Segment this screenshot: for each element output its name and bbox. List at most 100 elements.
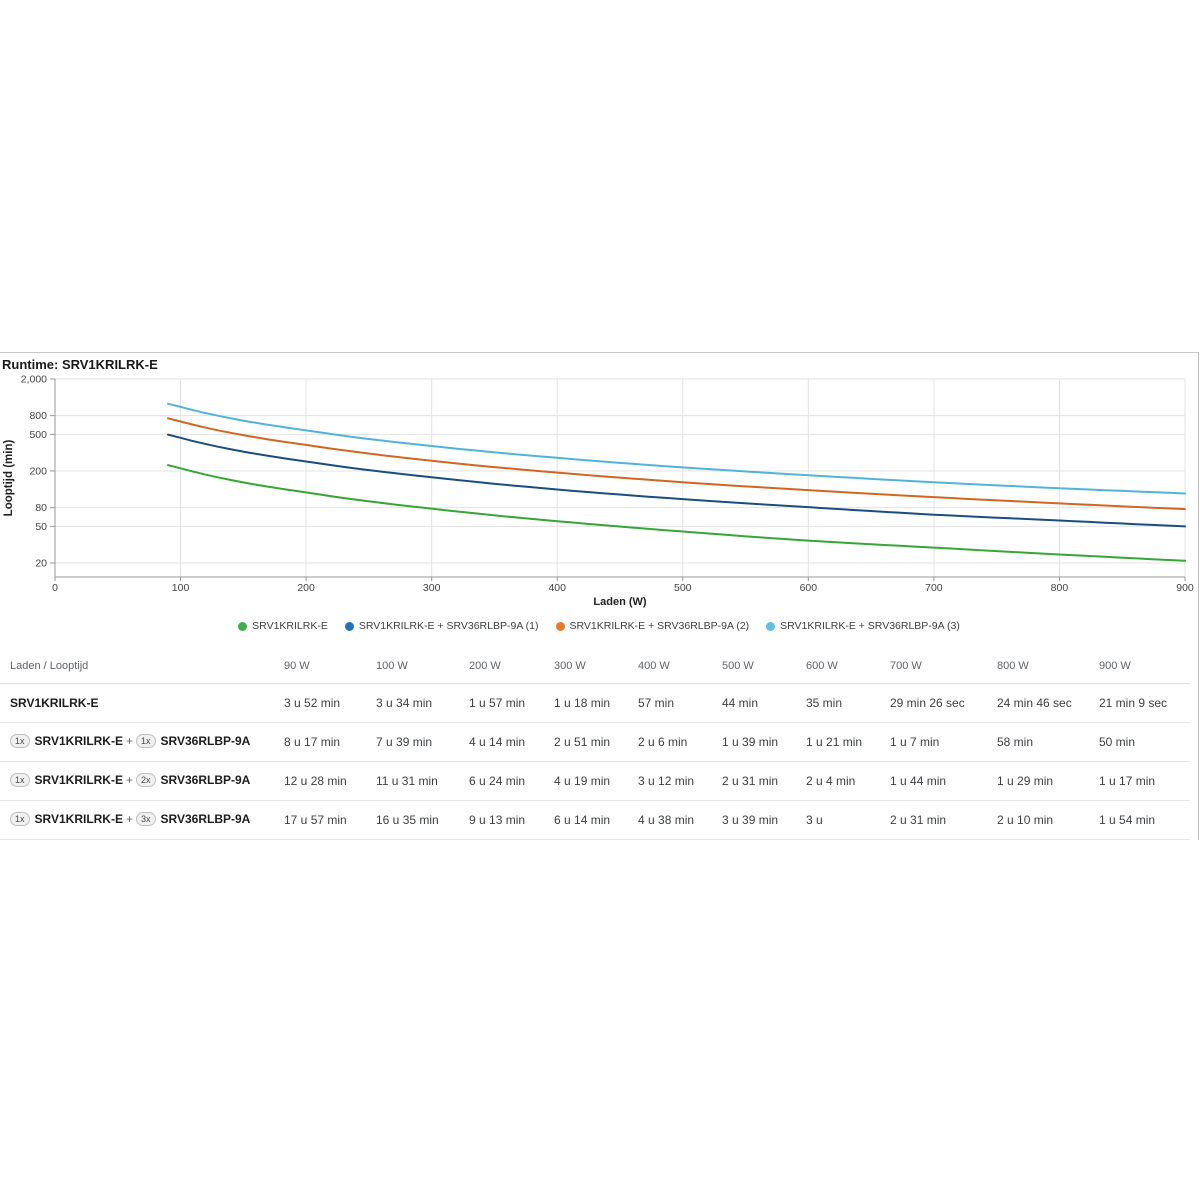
- runtime-table: Laden / Looptijd 90 W 100 W 200 W 300 W 400 W…: [0, 650, 1190, 840]
- runtime-cell: 3 u 12 min: [638, 773, 695, 788]
- runtime-cell: 1 u 21 min: [806, 734, 863, 749]
- plus-separator: +: [125, 812, 133, 826]
- runtime-chart: 0 100 200 300 400 500 600 700 800 900 2,000 800 500 2…: [3, 374, 1194, 592]
- series-line-0: [167, 464, 1186, 562]
- table-row: 1x SRV1KRILRK-E +1x SRV36RLBP-9A 8 u 17 min 7…: [0, 722, 1190, 761]
- y-axis-title: Looptijd (min): [3, 440, 15, 517]
- runtime-cell: 50 min: [1099, 734, 1136, 749]
- runtime-cell: 3 u: [806, 812, 823, 827]
- chart-title: Runtime: SRV1KRILRK-E: [2, 357, 158, 372]
- y-tick-label: 20: [35, 558, 47, 570]
- runtime-cell: 3 u 34 min: [376, 695, 433, 710]
- quantity-badge: 1x: [10, 812, 30, 826]
- col-header: 600 W: [806, 660, 838, 673]
- runtime-cell: 1 u 7 min: [890, 734, 940, 749]
- y-tick-label: 80: [35, 502, 47, 514]
- table-row: SRV1KRILRK-E 3 u 52 min 3 u 34 min 1 u 57 m…: [0, 683, 1190, 722]
- runtime-cell: 17 u 57 min: [284, 812, 347, 827]
- col-header: 90 W: [284, 660, 310, 673]
- plus-separator: +: [125, 773, 133, 787]
- legend-dot-icon: [344, 621, 354, 631]
- runtime-cell: 7 u 39 min: [376, 734, 433, 749]
- legend-item-2[interactable]: SRV1KRILRK-E + SRV36RLBP-9A (2): [555, 620, 750, 632]
- x-tick-label: 600: [800, 582, 818, 592]
- quantity-badge: 1x: [10, 773, 30, 787]
- chart-legend: SRV1KRILRK-E SRV1KRILRK-E + SRV36RLBP-9A …: [0, 618, 1198, 634]
- series-line-3: [167, 402, 1186, 495]
- config-label: 1x SRV1KRILRK-E +1x SRV36RLBP-9A: [0, 722, 283, 761]
- runtime-cell: 3 u 52 min: [284, 695, 341, 710]
- runtime-cell: 2 u 6 min: [638, 734, 688, 749]
- runtime-cell: 1 u 18 min: [554, 695, 611, 710]
- runtime-cell: 57 min: [638, 695, 675, 710]
- runtime-cell: 24 min 46 sec: [997, 695, 1072, 710]
- quantity-badge: 2x: [136, 773, 156, 787]
- product-name: SRV36RLBP-9A: [160, 812, 251, 826]
- y-tick-label: 800: [29, 410, 47, 422]
- col-header: 400 W: [638, 660, 670, 673]
- col-header: 800 W: [997, 660, 1029, 673]
- product-name: SRV1KRILRK-E: [34, 773, 123, 787]
- product-name: SRV1KRILRK-E: [34, 734, 123, 748]
- legend-label: SRV1KRILRK-E + SRV36RLBP-9A (1): [358, 620, 539, 632]
- x-tick-label: 0: [52, 582, 58, 592]
- legend-label: SRV1KRILRK-E + SRV36RLBP-9A (2): [569, 620, 750, 632]
- runtime-cell: 1 u 54 min: [1099, 812, 1156, 827]
- runtime-cell: 44 min: [722, 695, 759, 710]
- runtime-cell: 2 u 51 min: [554, 734, 611, 749]
- legend-item-1[interactable]: SRV1KRILRK-E + SRV36RLBP-9A (1): [344, 620, 539, 632]
- x-tick-label: 300: [423, 582, 441, 592]
- legend-label: SRV1KRILRK-E + SRV36RLBP-9A (3): [780, 620, 960, 632]
- y-tick-label: 2,000: [21, 374, 47, 386]
- runtime-cell: 1 u 29 min: [997, 773, 1054, 788]
- runtime-cell: 1 u 39 min: [722, 734, 779, 749]
- config-label: 1x SRV1KRILRK-E +2x SRV36RLBP-9A: [0, 761, 283, 800]
- runtime-cell: 12 u 28 min: [284, 773, 347, 788]
- quantity-badge: 1x: [10, 734, 30, 748]
- runtime-cell: 1 u 17 min: [1099, 773, 1156, 788]
- table-corner-header: Laden / Looptijd: [10, 660, 89, 673]
- runtime-cell: 35 min: [806, 695, 843, 710]
- legend-label: SRV1KRILRK-E: [252, 620, 328, 632]
- runtime-cell: 58 min: [997, 734, 1034, 749]
- runtime-cell: 29 min 26 sec: [890, 695, 965, 710]
- y-tick-label: 200: [29, 466, 47, 478]
- x-tick-label: 100: [172, 582, 190, 592]
- runtime-cell: 1 u 57 min: [469, 695, 526, 710]
- runtime-cell: 3 u 39 min: [722, 812, 779, 827]
- runtime-cell: 6 u 14 min: [554, 812, 611, 827]
- legend-dot-icon: [766, 621, 776, 631]
- product-name: SRV1KRILRK-E: [10, 695, 99, 710]
- config-label: SRV1KRILRK-E: [0, 683, 283, 722]
- x-tick-label: 900: [1176, 582, 1194, 592]
- runtime-cell: 9 u 13 min: [469, 812, 526, 827]
- runtime-cell: 16 u 35 min: [376, 812, 439, 827]
- product-name: SRV1KRILRK-E: [34, 812, 123, 826]
- runtime-cell: 21 min 9 sec: [1099, 695, 1168, 710]
- product-name: SRV36RLBP-9A: [160, 734, 251, 748]
- legend-item-3[interactable]: SRV1KRILRK-E + SRV36RLBP-9A (3): [766, 620, 960, 632]
- quantity-badge: 1x: [136, 734, 156, 748]
- plus-separator: +: [125, 734, 133, 748]
- y-tick-label: 500: [29, 429, 47, 441]
- legend-dot-icon: [238, 621, 248, 631]
- runtime-cell: 8 u 17 min: [284, 734, 341, 749]
- col-header: 900 W: [1099, 660, 1131, 673]
- config-label: 1x SRV1KRILRK-E +3x SRV36RLBP-9A: [0, 800, 283, 839]
- runtime-widget: Runtime: SRV1KRILRK-E 0 100 200 300 400 500 60…: [0, 352, 1199, 840]
- runtime-cell: 4 u 19 min: [554, 773, 611, 788]
- series-line-2: [167, 417, 1186, 511]
- table-header: Laden / Looptijd 90 W 100 W 200 W 300 W 400 W…: [0, 650, 1190, 683]
- legend-item-0[interactable]: SRV1KRILRK-E: [238, 620, 328, 632]
- series-line-1: [167, 433, 1186, 528]
- runtime-cell: 11 u 31 min: [376, 773, 438, 788]
- x-tick-label: 700: [925, 582, 943, 592]
- table-row: 1x SRV1KRILRK-E +2x SRV36RLBP-9A 12 u 28 min…: [0, 761, 1190, 800]
- col-header: 300 W: [554, 660, 586, 673]
- runtime-cell: 2 u 31 min: [722, 773, 779, 788]
- x-tick-label: 400: [548, 582, 566, 592]
- y-tick-label: 50: [35, 521, 47, 533]
- x-tick-label: 800: [1051, 582, 1069, 592]
- col-header: 200 W: [469, 660, 501, 673]
- col-header: 100 W: [376, 660, 408, 673]
